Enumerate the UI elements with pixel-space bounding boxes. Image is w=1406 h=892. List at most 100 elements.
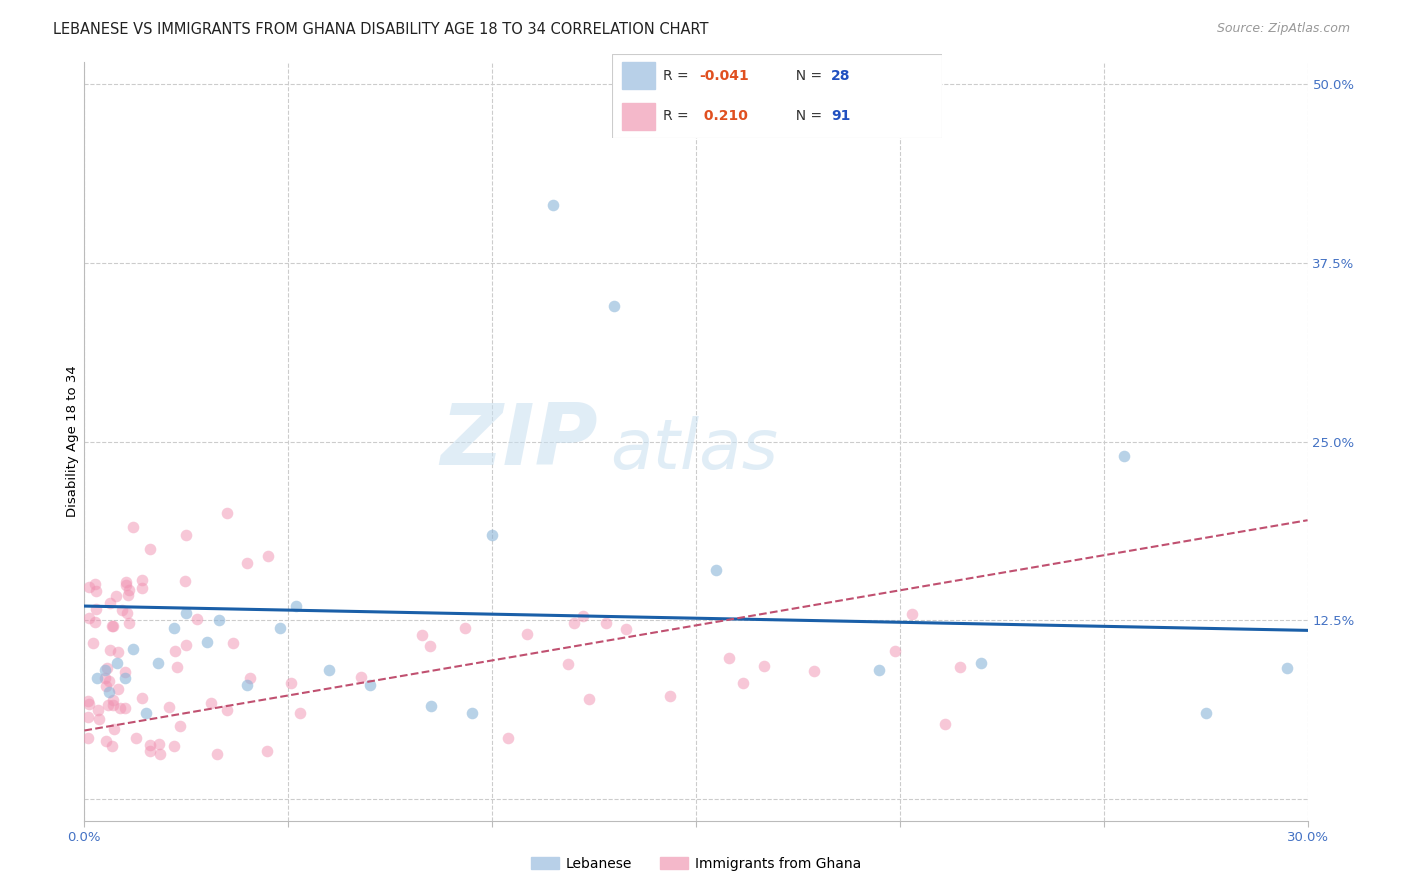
Text: R =: R = — [662, 69, 693, 83]
Text: N =: N = — [787, 109, 827, 123]
Point — [256, 744, 278, 758]
Point — [165, 644, 187, 658]
Point — [290, 706, 312, 720]
Point — [117, 588, 139, 602]
Point — [105, 657, 128, 671]
Point — [82, 636, 104, 650]
Point — [869, 664, 891, 678]
Point — [138, 541, 160, 556]
Point — [96, 660, 118, 674]
Point — [107, 682, 129, 697]
Point — [176, 638, 198, 652]
Point — [280, 676, 302, 690]
Point — [84, 602, 107, 616]
Point — [411, 628, 433, 642]
Point — [318, 664, 340, 678]
Point — [901, 607, 924, 621]
Point — [217, 703, 239, 717]
Point — [883, 644, 905, 658]
Point — [114, 665, 136, 679]
Point — [236, 678, 259, 692]
Point — [131, 573, 153, 587]
Point — [114, 671, 136, 685]
Point — [481, 527, 503, 541]
Point — [543, 198, 565, 212]
Point — [174, 527, 197, 541]
Point — [157, 700, 180, 714]
Point — [285, 599, 308, 613]
Point — [96, 679, 118, 693]
Point — [733, 675, 755, 690]
Point — [97, 685, 120, 699]
Point — [93, 671, 115, 685]
Point — [222, 636, 245, 650]
Point — [146, 657, 169, 671]
Point — [420, 699, 443, 714]
Point — [659, 690, 682, 704]
Text: N =: N = — [787, 69, 827, 83]
Point — [359, 678, 381, 692]
Point — [614, 623, 637, 637]
Point — [122, 642, 145, 657]
Point — [934, 716, 956, 731]
Point — [166, 659, 188, 673]
Point — [949, 660, 972, 674]
Legend: Lebanese, Immigrants from Ghana: Lebanese, Immigrants from Ghana — [531, 856, 860, 871]
Point — [571, 608, 593, 623]
Text: 0.210: 0.210 — [699, 109, 748, 123]
Text: 91: 91 — [831, 109, 851, 123]
Text: Source: ZipAtlas.com: Source: ZipAtlas.com — [1216, 22, 1350, 36]
Text: 28: 28 — [831, 69, 851, 83]
Point — [86, 583, 108, 598]
Point — [754, 659, 776, 673]
Point — [515, 627, 537, 641]
Point — [125, 731, 148, 745]
Point — [803, 664, 825, 678]
Point — [115, 578, 138, 592]
Point — [83, 577, 105, 591]
Text: ZIP: ZIP — [440, 400, 598, 483]
Point — [208, 613, 231, 627]
Point — [131, 581, 153, 595]
Point — [103, 619, 125, 633]
Point — [98, 642, 121, 657]
Point — [77, 709, 100, 723]
Point — [115, 574, 138, 589]
Point — [138, 744, 160, 758]
Point — [1195, 706, 1218, 721]
Point — [138, 738, 160, 752]
Point — [970, 657, 993, 671]
Point — [496, 731, 519, 745]
Point — [706, 563, 728, 577]
Point — [87, 712, 110, 726]
Point — [122, 520, 145, 534]
Point — [174, 574, 197, 588]
Point — [114, 701, 136, 715]
Point — [101, 739, 124, 753]
Point — [103, 722, 125, 736]
Text: LEBANESE VS IMMIGRANTS FROM GHANA DISABILITY AGE 18 TO 34 CORRELATION CHART: LEBANESE VS IMMIGRANTS FROM GHANA DISABI… — [53, 22, 709, 37]
Point — [461, 706, 484, 721]
Point — [97, 673, 120, 688]
Point — [135, 706, 157, 721]
Point — [149, 747, 172, 761]
Text: atlas: atlas — [610, 416, 779, 483]
Point — [557, 657, 579, 671]
Text: R =: R = — [662, 109, 693, 123]
Point — [257, 549, 280, 563]
Point — [174, 606, 197, 620]
Point — [108, 701, 131, 715]
Point — [239, 671, 262, 685]
Point — [562, 616, 585, 631]
Point — [1277, 660, 1299, 674]
Text: -0.041: -0.041 — [699, 69, 749, 83]
Point — [163, 739, 186, 754]
Point — [163, 620, 186, 634]
Point — [200, 696, 222, 710]
Point — [117, 606, 139, 620]
Point — [97, 698, 120, 713]
Point — [101, 692, 124, 706]
Point — [269, 620, 291, 634]
Point — [131, 691, 153, 706]
Point — [103, 698, 125, 712]
